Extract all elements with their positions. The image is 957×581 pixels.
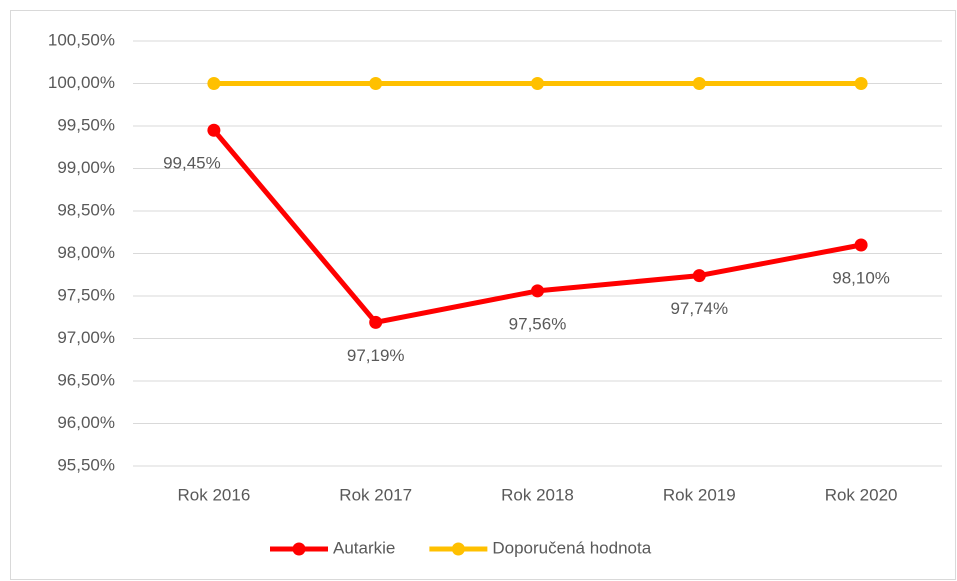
data-point <box>369 315 383 329</box>
data-label: 98,10% <box>832 268 890 287</box>
x-tick-label: Rok 2016 <box>178 485 251 504</box>
x-tick-label: Rok 2018 <box>501 485 574 504</box>
y-tick-label: 99,00% <box>57 158 115 177</box>
data-point <box>531 77 544 90</box>
legend-label: Autarkie <box>333 538 395 557</box>
data-point <box>531 284 544 298</box>
legend-marker <box>451 542 465 556</box>
legend-marker <box>292 542 306 556</box>
x-tick-label: Rok 2019 <box>663 485 736 504</box>
data-point <box>207 123 221 137</box>
legend-label: Doporučená hodnota <box>492 538 651 557</box>
y-tick-label: 97,00% <box>57 328 115 347</box>
y-tick-label: 98,00% <box>57 243 115 262</box>
data-label: 97,74% <box>670 299 728 318</box>
data-point <box>692 269 706 283</box>
y-tick-label: 99,50% <box>57 115 115 134</box>
chart-border <box>10 10 956 580</box>
y-tick-label: 100,50% <box>48 30 115 49</box>
data-point <box>369 77 383 90</box>
data-label: 97,56% <box>509 314 567 333</box>
y-tick-label: 97,50% <box>57 285 115 304</box>
data-point <box>854 238 868 252</box>
y-tick-label: 95,50% <box>57 455 115 474</box>
data-label: 97,19% <box>347 346 405 365</box>
y-tick-label: 100,00% <box>48 73 115 92</box>
y-tick-label: 98,50% <box>57 200 115 219</box>
data-point <box>207 77 221 90</box>
data-point <box>854 77 868 90</box>
x-tick-label: Rok 2017 <box>339 485 412 504</box>
x-tick-label: Rok 2020 <box>825 485 898 504</box>
data-point <box>692 77 706 90</box>
y-tick-label: 96,50% <box>57 370 115 389</box>
y-tick-label: 96,00% <box>57 413 115 432</box>
data-label: 99,45% <box>163 154 221 173</box>
